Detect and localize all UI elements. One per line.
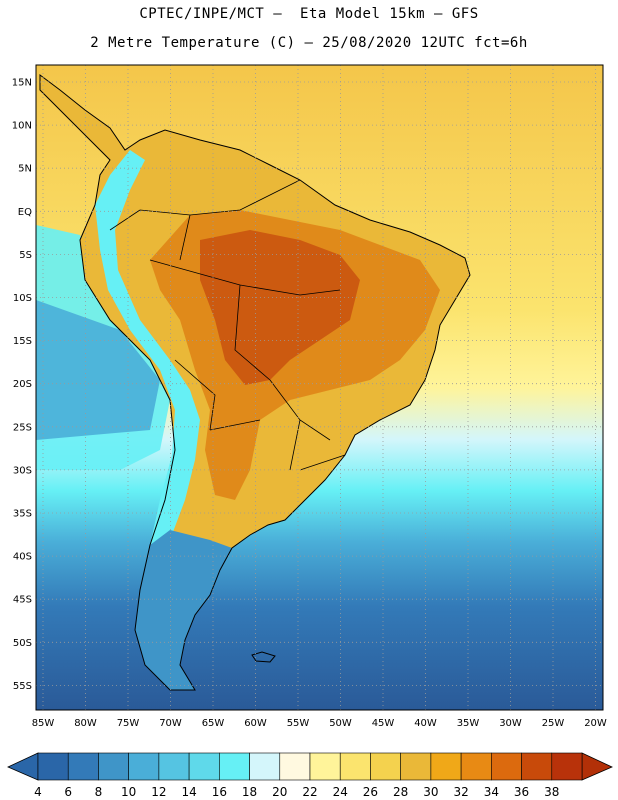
colorbar-label: 30 bbox=[423, 785, 438, 799]
colorbar-swatch bbox=[67, 752, 99, 781]
colorbar-swatch bbox=[400, 752, 432, 781]
lat-lon-grid bbox=[36, 65, 603, 710]
longitude-label: 50W bbox=[329, 718, 352, 729]
colorbar-swatch bbox=[521, 752, 553, 781]
latitude-label: 10N bbox=[12, 121, 32, 132]
coastline bbox=[39, 74, 471, 691]
colorbar-label: 32 bbox=[453, 785, 468, 799]
colorbar-label: 16 bbox=[212, 785, 227, 799]
map-title-line-1: CPTEC/INPE/MCT – Eta Model 15km – GFS bbox=[139, 6, 479, 22]
pacific-cold-core bbox=[36, 300, 160, 440]
longitude-labels: 85W 80W 75W 70W 65W 60W 55W 50W 45W 40W 35W 30W 25W 2… bbox=[32, 718, 607, 729]
colorbar-label: 38 bbox=[544, 785, 559, 799]
colorbar-label: 24 bbox=[333, 785, 348, 799]
colorbar-label: 26 bbox=[363, 785, 378, 799]
longitude-label: 25W bbox=[542, 718, 565, 729]
longitude-label: 75W bbox=[117, 718, 140, 729]
longitude-label: 45W bbox=[372, 718, 395, 729]
colorbar: 4 6 8 10 12 14 16 18 20 22 24 26 28 30 32 34 36 38 bbox=[7, 752, 613, 799]
longitude-label: 40W bbox=[414, 718, 437, 729]
map-area bbox=[36, 65, 603, 710]
colorbar-label: 28 bbox=[393, 785, 408, 799]
colorbar-swatch bbox=[249, 752, 281, 781]
latitude-label: 25S bbox=[13, 422, 32, 433]
longitude-label: 70W bbox=[159, 718, 182, 729]
country-borders bbox=[109, 179, 346, 471]
map-title-line-2: 2 Metre Temperature (C) – 25/08/2020 12U… bbox=[90, 35, 528, 51]
latitude-label: 5N bbox=[18, 164, 32, 175]
colorbar-swatch bbox=[370, 752, 401, 781]
colorbar-swatch bbox=[158, 752, 190, 781]
colorbar-label: 12 bbox=[151, 785, 166, 799]
colorbar-label: 22 bbox=[302, 785, 317, 799]
colorbar-label: 14 bbox=[181, 785, 196, 799]
longitude-label: 30W bbox=[499, 718, 522, 729]
colorbar-left-arrow bbox=[7, 752, 39, 781]
longitude-label: 35W bbox=[457, 718, 480, 729]
map-frame bbox=[35, 64, 604, 711]
colorbar-swatch bbox=[37, 752, 69, 781]
patagonia-cold-region bbox=[135, 530, 232, 690]
colorbar-swatches bbox=[37, 752, 583, 781]
latitude-label: 10S bbox=[13, 293, 32, 304]
latitude-label: 35S bbox=[13, 509, 32, 520]
latitude-label: 30S bbox=[13, 465, 32, 476]
interior-hottest-region bbox=[200, 230, 360, 385]
andes-cold-strip bbox=[95, 150, 200, 620]
longitude-label: 20W bbox=[584, 718, 607, 729]
colorbar-label: 34 bbox=[484, 785, 499, 799]
colorbar-label: 18 bbox=[242, 785, 257, 799]
colorbar-label: 20 bbox=[272, 785, 287, 799]
colorbar-swatch bbox=[128, 752, 160, 781]
longitude-label: 85W bbox=[32, 718, 55, 729]
latitude-label: 20S bbox=[13, 379, 32, 390]
falkland-islands bbox=[251, 651, 276, 663]
latitude-label: 15N bbox=[12, 78, 32, 89]
colorbar-label: 36 bbox=[514, 785, 529, 799]
longitude-label: 80W bbox=[74, 718, 97, 729]
colorbar-label: 8 bbox=[95, 785, 103, 799]
latitude-label: 40S bbox=[13, 552, 32, 563]
longitude-label: 55W bbox=[287, 718, 310, 729]
latitude-label: EQ bbox=[18, 207, 32, 218]
latitude-label: 45S bbox=[13, 595, 32, 606]
colorbar-swatch bbox=[188, 752, 220, 781]
colorbar-swatch bbox=[339, 752, 371, 781]
colorbar-label: 4 bbox=[34, 785, 42, 799]
colorbar-swatch bbox=[491, 752, 522, 781]
longitude-label: 60W bbox=[244, 718, 267, 729]
colorbar-swatch bbox=[309, 752, 341, 781]
latitude-label: 55S bbox=[13, 681, 32, 692]
longitude-label: 65W bbox=[202, 718, 225, 729]
colorbar-swatch bbox=[551, 752, 583, 781]
colorbar-label: 6 bbox=[64, 785, 72, 799]
colorbar-swatch bbox=[279, 752, 311, 781]
colorbar-swatch bbox=[460, 752, 492, 781]
latitude-labels: 15N 10N 5N EQ 5S 10S 15S 20S 25S 30S 35S 40S 45S 50S 5… bbox=[12, 78, 32, 692]
latitude-label: 50S bbox=[13, 638, 32, 649]
colorbar-label: 10 bbox=[121, 785, 136, 799]
colorbar-labels: 4 6 8 10 12 14 16 18 20 22 24 26 28 30 32 34 36 38 bbox=[34, 785, 559, 799]
colorbar-right-arrow bbox=[581, 752, 613, 781]
latitude-label: 15S bbox=[13, 336, 32, 347]
colorbar-swatch bbox=[219, 752, 250, 781]
colorbar-swatch bbox=[98, 752, 129, 781]
latitude-label: 5S bbox=[19, 250, 32, 261]
colorbar-swatch bbox=[430, 752, 462, 781]
